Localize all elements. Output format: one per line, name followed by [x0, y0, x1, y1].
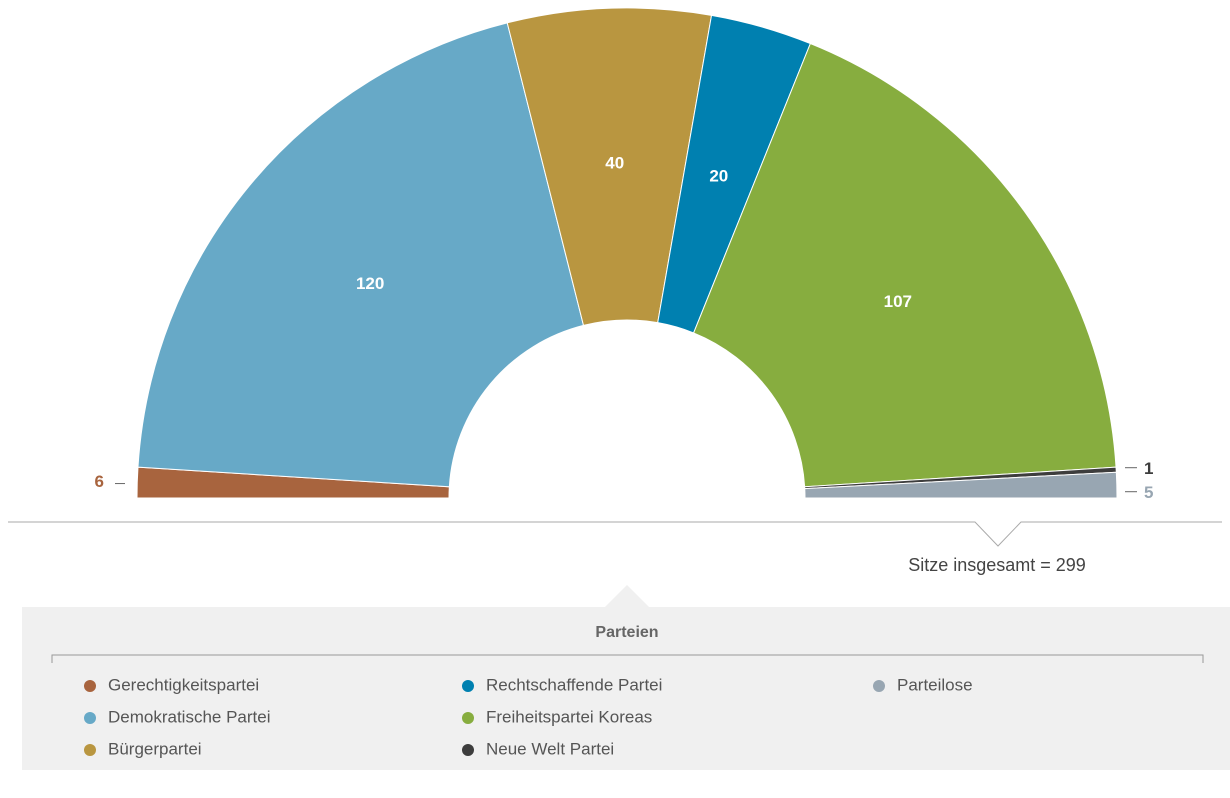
legend-label: Demokratische Partei [108, 707, 271, 726]
legend-title: Parteien [595, 624, 658, 641]
legend-marker [84, 744, 96, 756]
value-label: 1 [1144, 459, 1153, 478]
legend-marker [462, 744, 474, 756]
total-annotation: Sitze insgesamt = 299 [908, 555, 1086, 575]
segment [692, 42, 1117, 488]
legend-label: Neue Welt Partei [486, 739, 614, 758]
segment [804, 471, 1118, 499]
legend-marker [84, 680, 96, 692]
value-label: 5 [1144, 483, 1153, 502]
value-label: 20 [709, 166, 728, 185]
legend-label: Freiheitspartei Koreas [486, 707, 652, 726]
legend-box [22, 585, 1230, 770]
legend-marker [84, 712, 96, 724]
value-label: 107 [884, 292, 912, 311]
segment [137, 22, 585, 488]
arcs [136, 7, 1118, 499]
segment [506, 7, 713, 327]
legend: Gerechtigkeitspartei Demokratische Partei… [84, 675, 973, 758]
legend-bracket [51, 654, 1204, 663]
value-label: 40 [605, 154, 624, 173]
legend-label: Rechtschaffende Partei [486, 675, 662, 694]
legend-marker [462, 680, 474, 692]
value-label: 6 [95, 472, 104, 491]
legend-marker [462, 712, 474, 724]
legend-label: Bürgerpartei [108, 739, 202, 758]
legend-marker [873, 680, 885, 692]
legend-label: Parteilose [897, 675, 973, 694]
value-label: 120 [356, 274, 384, 293]
baseline [8, 521, 1222, 547]
legend-label: Gerechtigkeitspartei [108, 675, 259, 694]
